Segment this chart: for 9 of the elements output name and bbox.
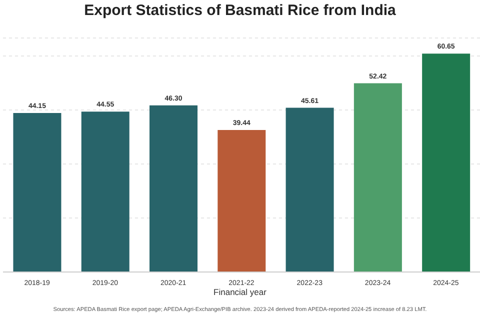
bar [81,112,130,272]
bar [13,113,62,272]
bar [150,105,198,272]
bar [354,83,402,272]
bar [422,54,470,272]
chart-title: Export Statistics of Basmati Rice from India [83,2,397,19]
x-axis-title: Financial year [212,287,268,297]
bar [218,130,266,272]
bar [286,108,334,272]
